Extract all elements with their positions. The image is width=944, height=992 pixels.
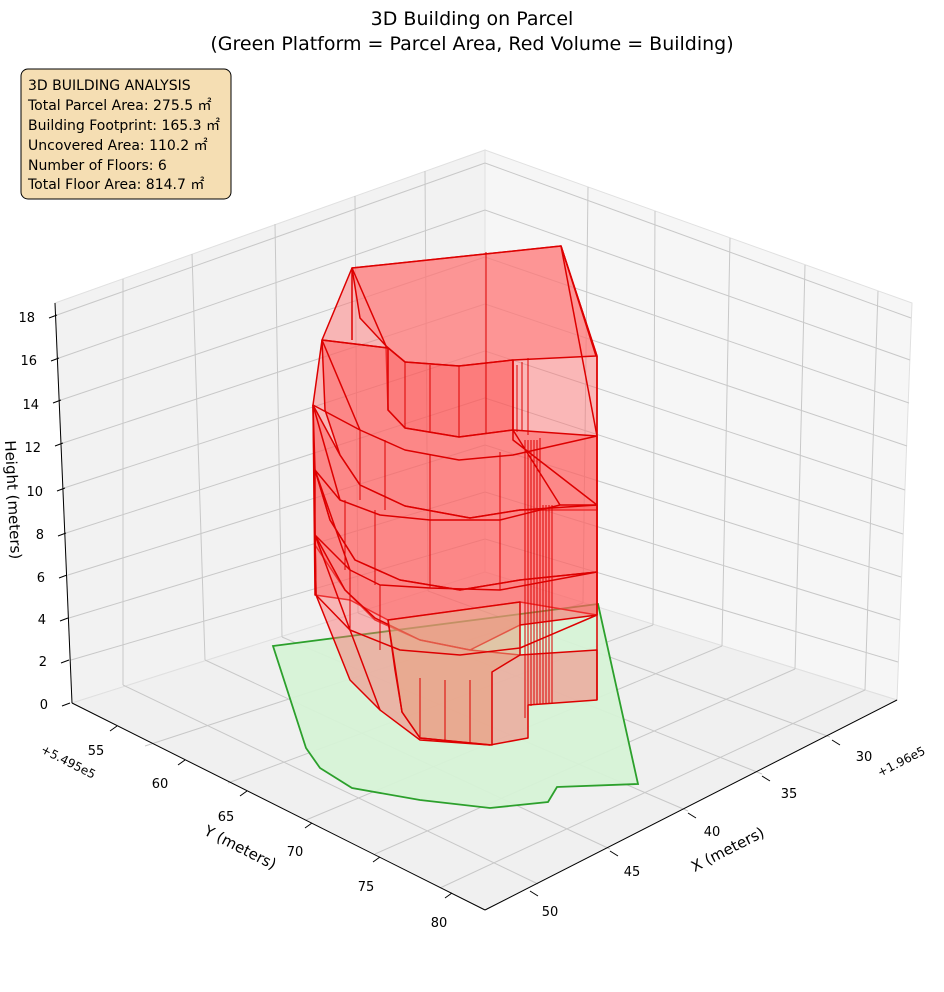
y-tick-label: 70 <box>287 845 304 860</box>
info-parcel-area: Total Parcel Area: 275.5 ㎡ <box>27 98 212 114</box>
info-number-of-floors: Number of Floors: 6 <box>28 158 167 174</box>
x-tick-label: 35 <box>781 787 798 802</box>
x-axis-offset: +1.96e5 <box>875 744 928 780</box>
building-volume <box>312 245 598 746</box>
z-tick-label: 8 <box>36 528 44 543</box>
z-tick-label: 18 <box>18 311 35 326</box>
z-tick-label: 16 <box>20 354 37 369</box>
y-tick-label: 80 <box>431 916 448 931</box>
z-tick-label: 6 <box>37 571 45 586</box>
info-total-floor-area: Total Floor Area: 814.7 ㎡ <box>27 177 204 193</box>
z-tick-label: 10 <box>26 485 43 500</box>
info-box: 3D BUILDING ANALYSIS Total Parcel Area: … <box>20 68 232 200</box>
x-tick-label: 30 <box>856 750 873 765</box>
x-tick-label: 40 <box>704 825 721 840</box>
x-tick-label: 45 <box>624 865 641 880</box>
z-tick-label: 14 <box>22 398 39 413</box>
y-tick-label: 65 <box>218 810 235 825</box>
z-axis-ticks: 0 2 4 6 8 10 12 14 16 18 <box>18 311 71 713</box>
axis-lines <box>54 302 898 911</box>
y-tick-label: 55 <box>88 744 105 759</box>
y-axis-ticks: 55 60 65 70 75 80 <box>88 725 453 931</box>
info-uncovered-area: Uncovered Area: 110.2 ㎡ <box>28 138 208 154</box>
building-column-strip <box>512 358 553 718</box>
x-axis-ticks: 30 35 40 45 50 <box>529 739 873 920</box>
x-axis-label: X (meters) <box>688 823 767 875</box>
info-heading: 3D BUILDING ANALYSIS <box>28 78 191 94</box>
z-tick-label: 2 <box>39 655 47 670</box>
y-axis-label: Y (meters) <box>200 821 279 873</box>
y-tick-label: 75 <box>358 880 375 895</box>
z-tick-label: 4 <box>38 613 46 628</box>
x-tick-label: 50 <box>542 905 559 920</box>
y-tick-label: 60 <box>152 777 169 792</box>
info-box-background <box>20 68 232 200</box>
z-axis-label: Height (meters) <box>1 440 25 560</box>
chart-title-line2: (Green Platform = Parcel Area, Red Volum… <box>210 33 733 55</box>
z-tick-label: 12 <box>24 441 41 456</box>
chart-title-line1: 3D Building on Parcel <box>371 8 574 30</box>
info-building-footprint: Building Footprint: 165.3 ㎡ <box>28 118 220 134</box>
z-tick-label: 0 <box>40 698 48 713</box>
